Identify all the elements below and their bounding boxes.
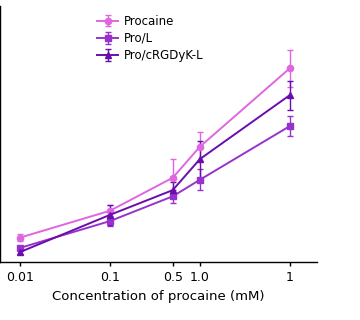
X-axis label: Concentration of procaine (mM): Concentration of procaine (mM)	[52, 290, 265, 303]
Legend: Procaine, Pro/L, Pro/cRGDyK-L: Procaine, Pro/L, Pro/cRGDyK-L	[95, 12, 206, 64]
